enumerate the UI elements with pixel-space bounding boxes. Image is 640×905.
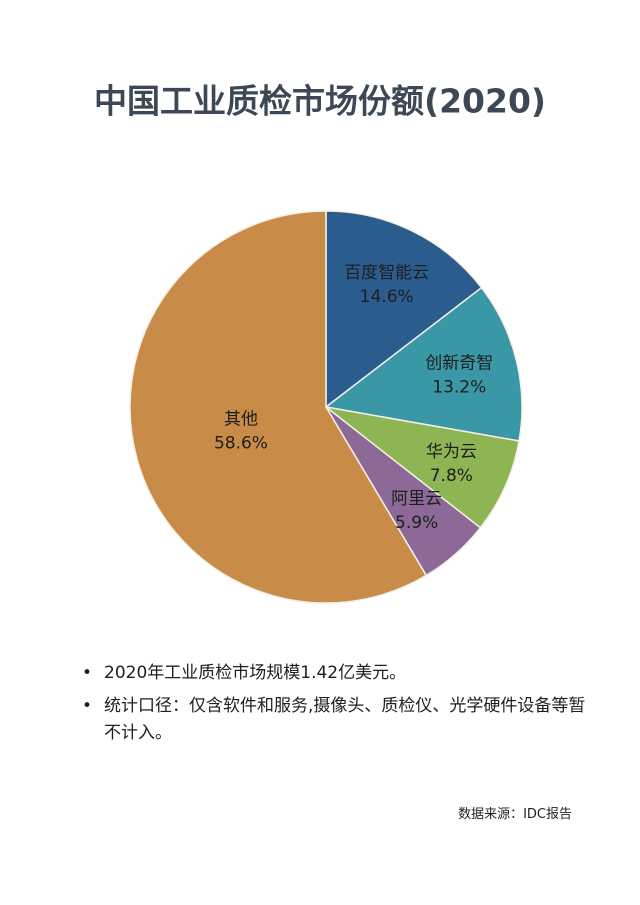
slice-label: 华为云 (426, 442, 477, 462)
slice-label: 阿里云 (391, 489, 442, 509)
slice-label: 创新奇智 (425, 353, 493, 373)
pie-slice (325, 210, 483, 409)
pie-slice (129, 210, 428, 604)
value-label: 5.9% (395, 513, 438, 533)
pie-slice (325, 406, 520, 529)
slice-label: 其他 (224, 409, 258, 429)
pie-slice (324, 286, 523, 442)
value-label: 13.2% (432, 377, 486, 397)
value-label: 58.6% (214, 433, 268, 453)
note: 统计口径：仅含软件和服务,摄像头、质检仪、光学硬件设备等暂不计入。 (82, 693, 602, 747)
value-label: 14.6% (360, 287, 414, 307)
note: 2020年工业质检市场规模1.42亿美元。 (82, 660, 602, 687)
notes: 2020年工业质检市场规模1.42亿美元。 统计口径：仅含软件和服务,摄像头、质… (82, 660, 602, 753)
source: 数据来源：IDC报告 (458, 807, 572, 822)
chart-title: 中国工业质检市场份额(2020) (94, 82, 546, 121)
value-label: 7.8% (430, 466, 473, 486)
slice-label: 百度智能云 (344, 263, 429, 283)
